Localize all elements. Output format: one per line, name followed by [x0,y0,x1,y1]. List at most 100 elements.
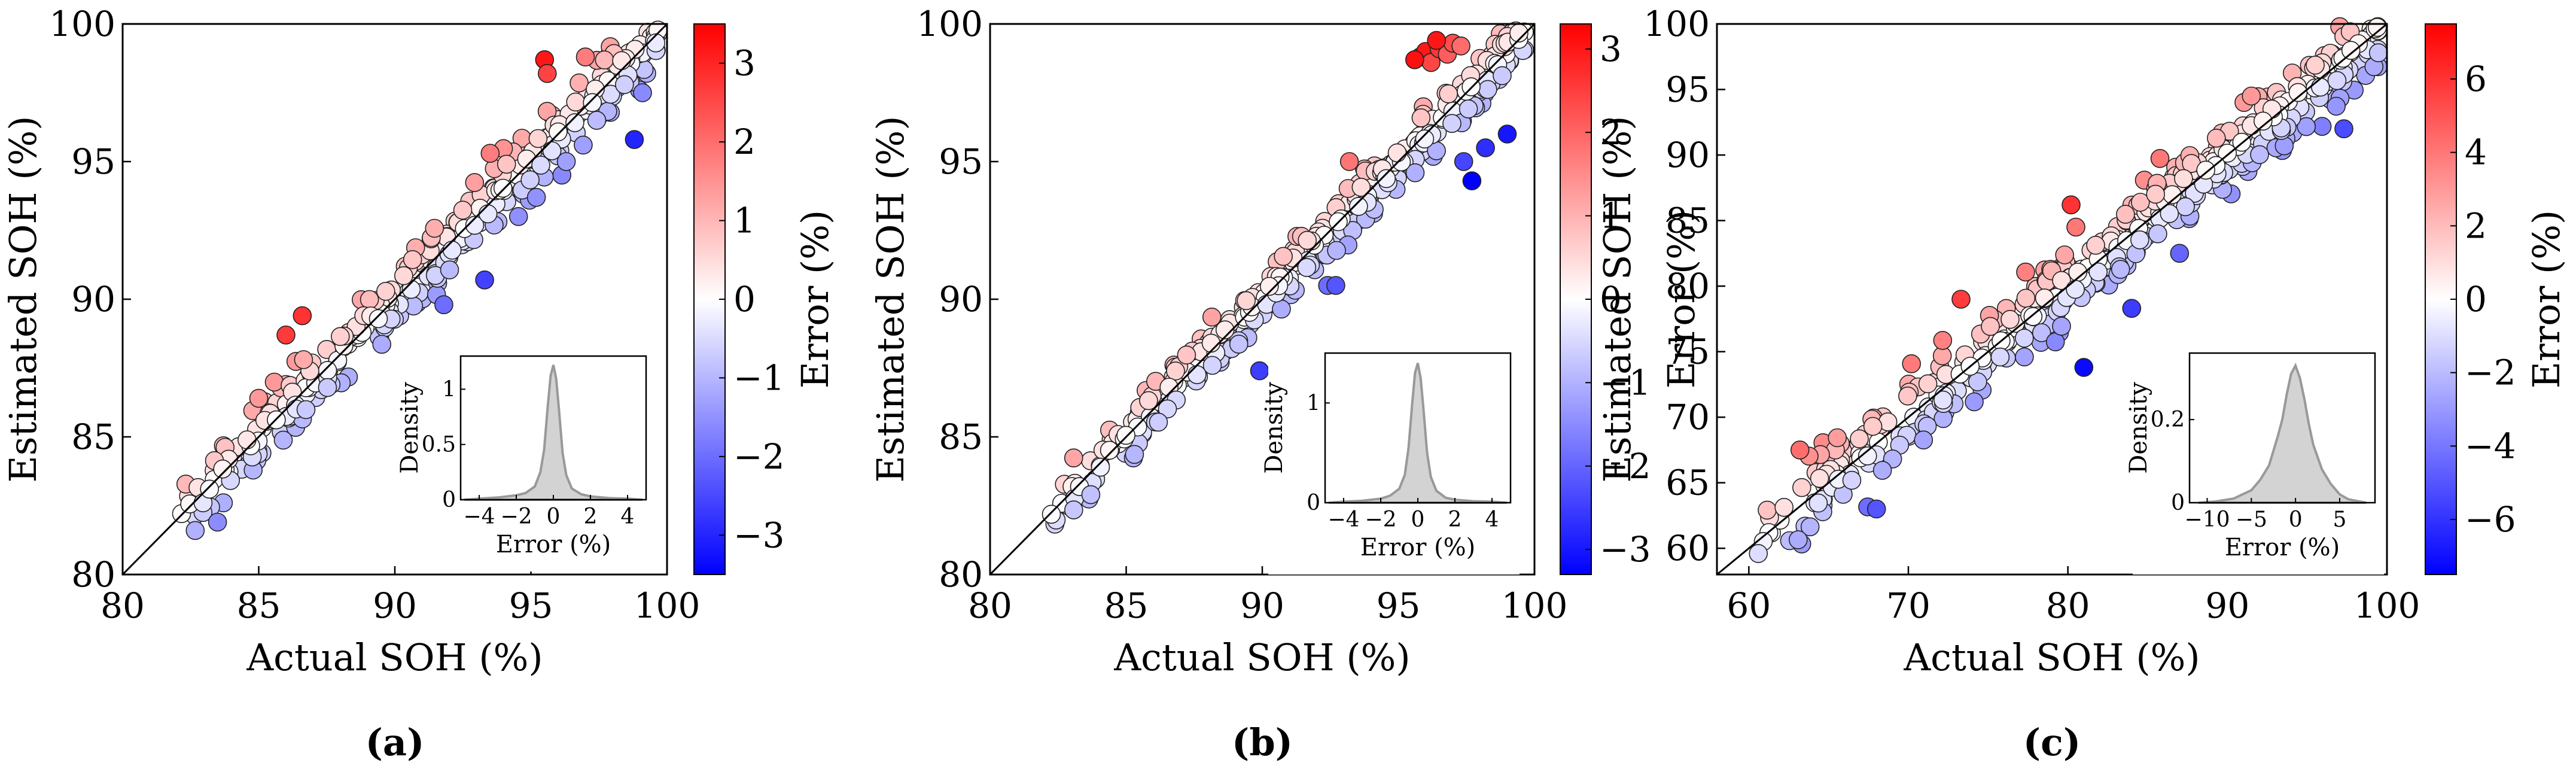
data-point [1858,446,1877,466]
data-point [1139,391,1158,411]
panel-label: (b) [1232,721,1293,764]
data-point [2055,245,2074,265]
data-point [1339,152,1359,171]
data-point [1405,163,1425,183]
data-point [528,129,548,148]
data-point [2174,169,2193,189]
inset-y-tick-label: 0 [442,488,456,512]
data-point [2150,148,2170,168]
data-point [2130,230,2149,250]
data-point [1260,276,1279,296]
data-point [1202,355,1222,375]
data-point [1298,230,1317,250]
data-point [1158,399,1177,419]
data-point [526,187,546,207]
data-point [2088,262,2108,282]
data-point [2368,43,2388,62]
y-tick-label: 90 [939,279,983,320]
data-point [625,130,644,149]
data-point [185,521,205,540]
inset-x-tick-label: 0 [547,504,561,529]
inset-y-label: Density [2125,382,2152,474]
data-point [2086,235,2105,255]
data-point [475,270,494,290]
y-tick-label: 85 [1665,200,1710,241]
inset-density: −10 −5 0 5 0 0.2 Error (%) Density [2125,350,2384,575]
data-point [2327,71,2347,90]
inset-x-tick-label: 4 [621,504,635,529]
data-point [1405,50,1424,69]
data-point [508,206,528,226]
data-point [1064,500,1083,519]
colorbar-tick-label: 6 [2465,59,2487,99]
data-point [493,178,513,198]
data-point [1229,335,1249,354]
inset-frame [2188,352,2376,504]
data-point [1790,440,1810,460]
y-tick-label: 100 [49,4,115,44]
data-point [1272,299,1291,319]
data-point [296,400,316,420]
data-point [2000,309,2020,329]
y-tick-label: 70 [1665,397,1710,437]
data-point [1933,330,1953,350]
data-point [403,250,422,269]
data-point [2170,244,2190,263]
colorbar-tick-label: −4 [2465,425,2516,466]
data-point [595,50,614,69]
data-point [1968,372,1987,391]
data-point [1454,152,1473,171]
data-point [2116,205,2135,224]
data-point [1326,276,1345,295]
y-tick-label: 100 [916,4,983,44]
data-point [1914,430,1933,450]
panel-label: (a) [366,721,425,764]
colorbar-label: Error (%) [1660,210,1703,389]
y-tick-label: 85 [71,417,115,457]
data-point [478,204,498,224]
data-point [1297,258,1317,277]
data-point [497,154,516,174]
data-point [1250,361,1269,381]
data-point [2111,260,2130,279]
data-point [2131,193,2150,212]
identity-line [989,23,1536,576]
data-point [565,113,584,132]
colorbar-tick-label: 1 [1600,196,1622,236]
x-tick-label: 95 [1377,585,1421,626]
inset-x-tick-label: 0 [2289,507,2303,532]
inset-x-tick-label: 4 [1485,507,1499,532]
data-point [615,75,634,95]
data-point [1411,108,1431,127]
data-point [208,512,227,532]
data-point [1415,129,1435,148]
colorbar-tick-label: −3 [1600,529,1651,570]
x-tick-label: 60 [1727,585,1771,626]
axes-frame [1716,23,2388,576]
data-point [1828,428,1847,448]
inset-y-tick-label: 0 [2171,491,2185,515]
data-point [369,309,388,329]
data-point [1202,307,1222,327]
data-point [1327,241,1346,260]
colorbar-tick-label: −2 [1600,446,1651,487]
colorbar-label: Error (%) [2525,210,2568,389]
x-tick-label: 95 [509,585,553,626]
data-point [1274,247,1293,266]
colorbar-tick-label: 1 [733,200,756,241]
data-point [2066,217,2085,237]
data-point [440,260,459,279]
data-point [465,215,485,235]
data-point [1981,317,2000,336]
x-tick-label: 100 [634,585,701,626]
inset-y-tick-label: 1 [442,377,456,402]
y-tick-label: 80 [1665,266,1710,306]
x-tick-label: 85 [237,585,281,626]
inset-y-tick-label: 0.5 [422,433,456,457]
data-point [2311,77,2330,97]
data-point [273,430,293,450]
inset-y-label: Density [396,382,424,474]
